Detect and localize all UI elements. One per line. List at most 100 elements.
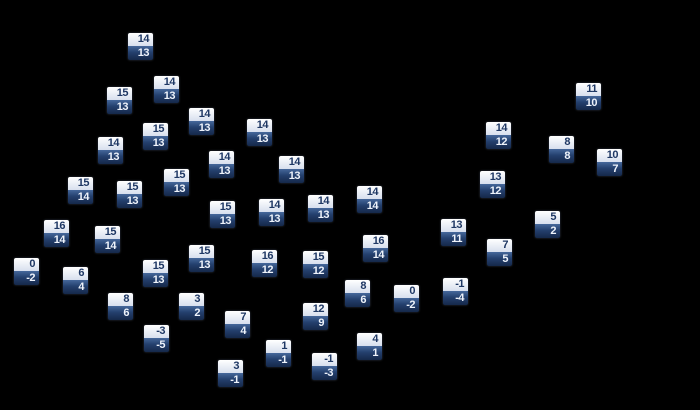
temp-marker[interactable]: 16 12 (252, 250, 277, 277)
temp-high-value: 1 (266, 340, 291, 353)
temp-marker[interactable]: 15 13 (189, 245, 214, 272)
temp-marker[interactable]: -3 -5 (144, 325, 169, 352)
temp-low-value: 13 (189, 258, 214, 272)
temp-marker[interactable]: 14 12 (486, 122, 511, 149)
temp-low-value: 13 (210, 214, 235, 228)
temp-high-value: 14 (486, 122, 511, 135)
temp-marker[interactable]: 15 14 (68, 177, 93, 204)
temp-low-value: 13 (164, 182, 189, 196)
temp-high-value: 15 (68, 177, 93, 190)
temp-high-value: 15 (95, 226, 120, 239)
temp-marker[interactable]: 15 13 (117, 181, 142, 208)
temp-marker[interactable]: 15 12 (303, 251, 328, 278)
temp-low-value: 14 (95, 239, 120, 253)
temp-low-value: 13 (107, 100, 132, 114)
temp-high-value: 8 (345, 280, 370, 293)
temp-high-value: 15 (117, 181, 142, 194)
temp-high-value: 16 (363, 235, 388, 248)
temp-marker[interactable]: 10 7 (597, 149, 622, 176)
temp-marker[interactable]: 14 13 (189, 108, 214, 135)
temp-marker[interactable]: 14 13 (259, 199, 284, 226)
temp-marker[interactable]: 14 13 (154, 76, 179, 103)
temp-marker[interactable]: 14 13 (209, 151, 234, 178)
temp-low-value: 13 (259, 212, 284, 226)
temp-marker[interactable]: 15 13 (143, 260, 168, 287)
temp-low-value: 12 (486, 135, 511, 149)
temp-marker[interactable]: 15 13 (164, 169, 189, 196)
temp-marker[interactable]: 16 14 (363, 235, 388, 262)
temp-marker[interactable]: 14 14 (357, 186, 382, 213)
temp-high-value: 0 (394, 285, 419, 298)
temp-marker[interactable]: 14 13 (308, 195, 333, 222)
temp-marker[interactable]: 15 13 (107, 87, 132, 114)
temp-marker[interactable]: 13 11 (441, 219, 466, 246)
temp-marker[interactable]: 0 -2 (394, 285, 419, 312)
temp-marker[interactable]: 14 13 (279, 156, 304, 183)
temp-low-value: 13 (143, 136, 168, 150)
temp-high-value: 8 (549, 136, 574, 149)
temp-marker[interactable]: 15 14 (95, 226, 120, 253)
temp-low-value: 10 (576, 96, 601, 110)
temp-marker[interactable]: 3 -1 (218, 360, 243, 387)
temp-low-value: 11 (441, 232, 466, 246)
temp-marker[interactable]: 14 13 (247, 119, 272, 146)
temp-marker[interactable]: 13 12 (480, 171, 505, 198)
temp-high-value: 15 (107, 87, 132, 100)
temp-marker[interactable]: 16 14 (44, 220, 69, 247)
temp-high-value: 15 (303, 251, 328, 264)
temp-low-value: -5 (144, 338, 169, 352)
temp-low-value: -1 (218, 373, 243, 387)
temp-low-value: 14 (44, 233, 69, 247)
temp-high-value: 15 (164, 169, 189, 182)
temp-low-value: 8 (549, 149, 574, 163)
temp-marker[interactable]: 14 13 (128, 33, 153, 60)
temp-low-value: 13 (209, 164, 234, 178)
temp-marker[interactable]: 11 10 (576, 83, 601, 110)
temp-low-value: 5 (487, 252, 512, 266)
temp-high-value: 13 (441, 219, 466, 232)
temp-low-value: -1 (266, 353, 291, 367)
temp-low-value: 13 (143, 273, 168, 287)
temp-low-value: 13 (154, 89, 179, 103)
temp-high-value: 14 (154, 76, 179, 89)
temp-marker[interactable]: 15 13 (210, 201, 235, 228)
temp-high-value: 3 (179, 293, 204, 306)
temp-marker[interactable]: 1 -1 (266, 340, 291, 367)
temp-low-value: 13 (247, 132, 272, 146)
temp-high-value: 7 (225, 311, 250, 324)
temp-marker[interactable]: 15 13 (143, 123, 168, 150)
temp-low-value: -4 (443, 291, 468, 305)
temp-low-value: 12 (252, 263, 277, 277)
temp-high-value: 14 (279, 156, 304, 169)
temp-marker[interactable]: -1 -3 (312, 353, 337, 380)
temp-high-value: 4 (357, 333, 382, 346)
temp-marker[interactable]: 0 -2 (14, 258, 39, 285)
temp-marker[interactable]: 14 13 (98, 137, 123, 164)
temp-low-value: 13 (189, 121, 214, 135)
temp-high-value: 5 (535, 211, 560, 224)
temp-low-value: 14 (357, 199, 382, 213)
temp-low-value: 13 (128, 46, 153, 60)
temp-low-value: 4 (63, 280, 88, 294)
temp-low-value: 13 (117, 194, 142, 208)
temp-high-value: 14 (247, 119, 272, 132)
temp-marker[interactable]: -1 -4 (443, 278, 468, 305)
temp-high-value: 3 (218, 360, 243, 373)
temp-low-value: 13 (98, 150, 123, 164)
temp-marker[interactable]: 12 9 (303, 303, 328, 330)
temp-high-value: 13 (480, 171, 505, 184)
temp-low-value: 2 (179, 306, 204, 320)
temp-low-value: 4 (225, 324, 250, 338)
temp-high-value: 14 (357, 186, 382, 199)
temp-low-value: 6 (108, 306, 133, 320)
temp-high-value: 14 (209, 151, 234, 164)
